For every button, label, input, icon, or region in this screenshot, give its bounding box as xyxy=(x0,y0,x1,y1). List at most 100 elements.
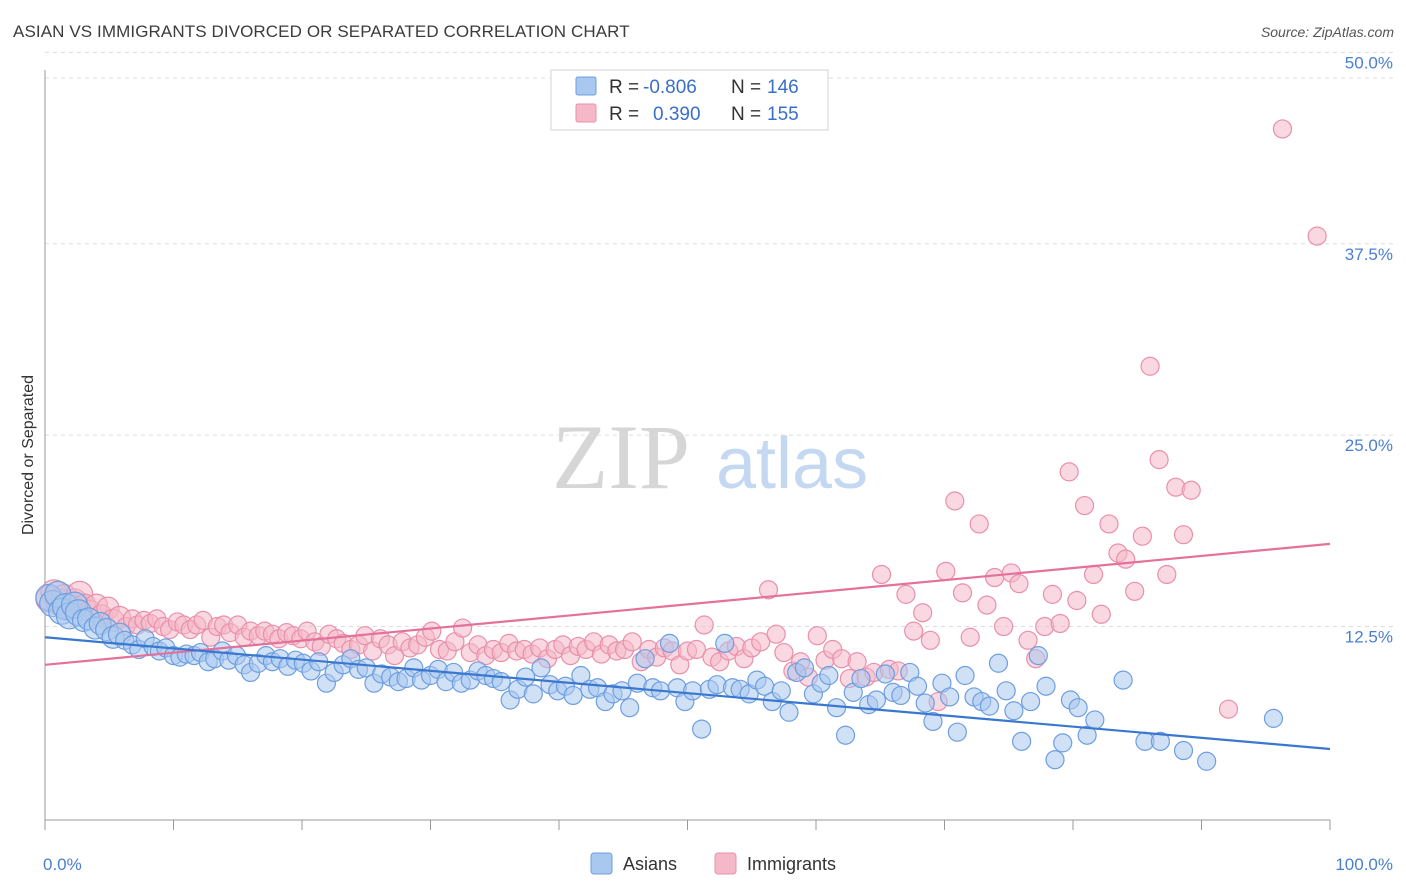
asians-point xyxy=(819,665,839,686)
asians-trend-line xyxy=(44,636,1331,751)
legend-r-label-asians: R = xyxy=(609,77,639,98)
immigrants-point xyxy=(1009,574,1029,594)
legend-swatch-asians xyxy=(575,76,597,96)
legend-swatch-immigrants xyxy=(575,103,597,123)
asians-point xyxy=(620,698,640,718)
immigrants-point xyxy=(1307,226,1327,246)
asians-point xyxy=(1197,751,1217,771)
asians-point xyxy=(988,653,1009,673)
x-tick-label-max: 100.0% xyxy=(1335,855,1393,874)
asians-point xyxy=(515,667,536,687)
asians-point xyxy=(779,702,799,722)
immigrants-point xyxy=(871,564,892,585)
asians-point xyxy=(875,664,895,684)
legend-r-label-immigrants: R = xyxy=(609,104,639,125)
asians-point xyxy=(1263,708,1284,728)
immigrants-point xyxy=(807,626,827,646)
immigrants-point xyxy=(1099,514,1119,534)
immigrants-point xyxy=(936,561,956,582)
immigrants-point xyxy=(945,491,965,511)
immigrants-point xyxy=(904,621,924,641)
immigrants-point xyxy=(422,621,442,641)
asians-point xyxy=(866,690,886,710)
immigrants-point xyxy=(985,567,1005,588)
asians-point xyxy=(707,675,727,695)
asians-point xyxy=(1028,646,1048,666)
asians-point xyxy=(915,693,935,713)
y-axis-title: Divorced or Separated xyxy=(20,375,37,535)
asians-point xyxy=(683,681,703,701)
y-tick-label: 12.5% xyxy=(1345,628,1393,647)
asians-point xyxy=(1150,731,1170,751)
immigrants-point xyxy=(766,624,786,644)
asians-point xyxy=(692,719,712,739)
immigrants-point xyxy=(832,649,852,669)
immigrants-point xyxy=(1059,462,1079,482)
asians-point xyxy=(771,681,791,701)
x-tick-label-min: 0.0% xyxy=(43,855,82,874)
immigrants-point xyxy=(1125,581,1145,601)
immigrants-point xyxy=(758,580,779,600)
trend-lines xyxy=(44,542,1331,751)
immigrants-point xyxy=(1149,450,1169,470)
bottom-legend-label-asians: Asians xyxy=(623,854,677,874)
immigrants-point xyxy=(1116,549,1136,569)
immigrants-point xyxy=(1157,564,1177,585)
immigrants-point xyxy=(694,615,714,635)
immigrants-point xyxy=(686,639,707,660)
asians-point xyxy=(1053,733,1073,753)
immigrants-point xyxy=(920,630,940,650)
correlation-legend: R = -0.806 N = 146 R = 0.390 N = 155 xyxy=(550,69,829,131)
bottom-legend-swatch-asians xyxy=(590,852,613,875)
asians-point xyxy=(794,658,815,678)
source-credit: Source: ZipAtlas.com xyxy=(1260,24,1394,40)
immigrants-point xyxy=(1173,525,1194,545)
asians-point xyxy=(996,681,1016,701)
series-legend: Asians Immigrants xyxy=(590,852,836,875)
asians-point xyxy=(1011,731,1032,751)
immigrants-point xyxy=(453,618,473,638)
asians-point xyxy=(715,633,735,653)
chart-title: ASIAN VS IMMIGRANTS DIVORCED OR SEPARATE… xyxy=(13,22,630,41)
bottom-legend-label-immigrants: Immigrants xyxy=(747,854,836,874)
legend-box xyxy=(550,69,829,131)
asians-point xyxy=(563,685,583,706)
immigrants-point xyxy=(1140,356,1160,376)
asians-point xyxy=(923,711,943,732)
asians-point xyxy=(1085,710,1105,730)
y-tick-label: 37.5% xyxy=(1345,245,1393,264)
watermark-atlas: atlas xyxy=(716,424,868,504)
asians-point xyxy=(891,685,911,706)
asians-point xyxy=(979,696,1000,716)
immigrants-point xyxy=(1067,590,1087,611)
x-axis-ticks xyxy=(44,820,1331,830)
immigrants-point xyxy=(1132,526,1152,546)
legend-r-value-asians: -0.806 xyxy=(643,77,697,98)
immigrants-point xyxy=(1050,613,1070,634)
immigrants-point xyxy=(896,584,916,604)
immigrants-point xyxy=(994,616,1014,637)
immigrants-point xyxy=(1272,119,1293,139)
y-tick-label: 25.0% xyxy=(1345,436,1393,455)
asians-point xyxy=(523,684,543,704)
asians-point xyxy=(1113,670,1133,690)
immigrants-point xyxy=(913,603,933,623)
asians-point xyxy=(1173,740,1194,761)
immigrants-point xyxy=(1181,480,1201,500)
immigrants-point xyxy=(969,514,989,534)
immigrants-point xyxy=(1074,495,1095,516)
legend-n-label-immigrants: N = xyxy=(731,104,761,125)
immigrants-point xyxy=(952,583,973,603)
immigrants-point xyxy=(1042,584,1063,604)
legend-r-value-immigrants: 0.390 xyxy=(653,104,701,125)
asians-point xyxy=(940,687,960,707)
immigrants-point xyxy=(751,632,771,652)
immigrants-point xyxy=(1166,477,1186,497)
immigrants-point xyxy=(774,642,794,663)
asians-point xyxy=(1068,698,1088,718)
immigrants-point xyxy=(1083,564,1104,585)
watermark-zip: ZIP xyxy=(552,406,690,508)
asians-point xyxy=(851,668,871,689)
asians-point xyxy=(659,633,680,653)
asians-point xyxy=(1077,725,1097,745)
